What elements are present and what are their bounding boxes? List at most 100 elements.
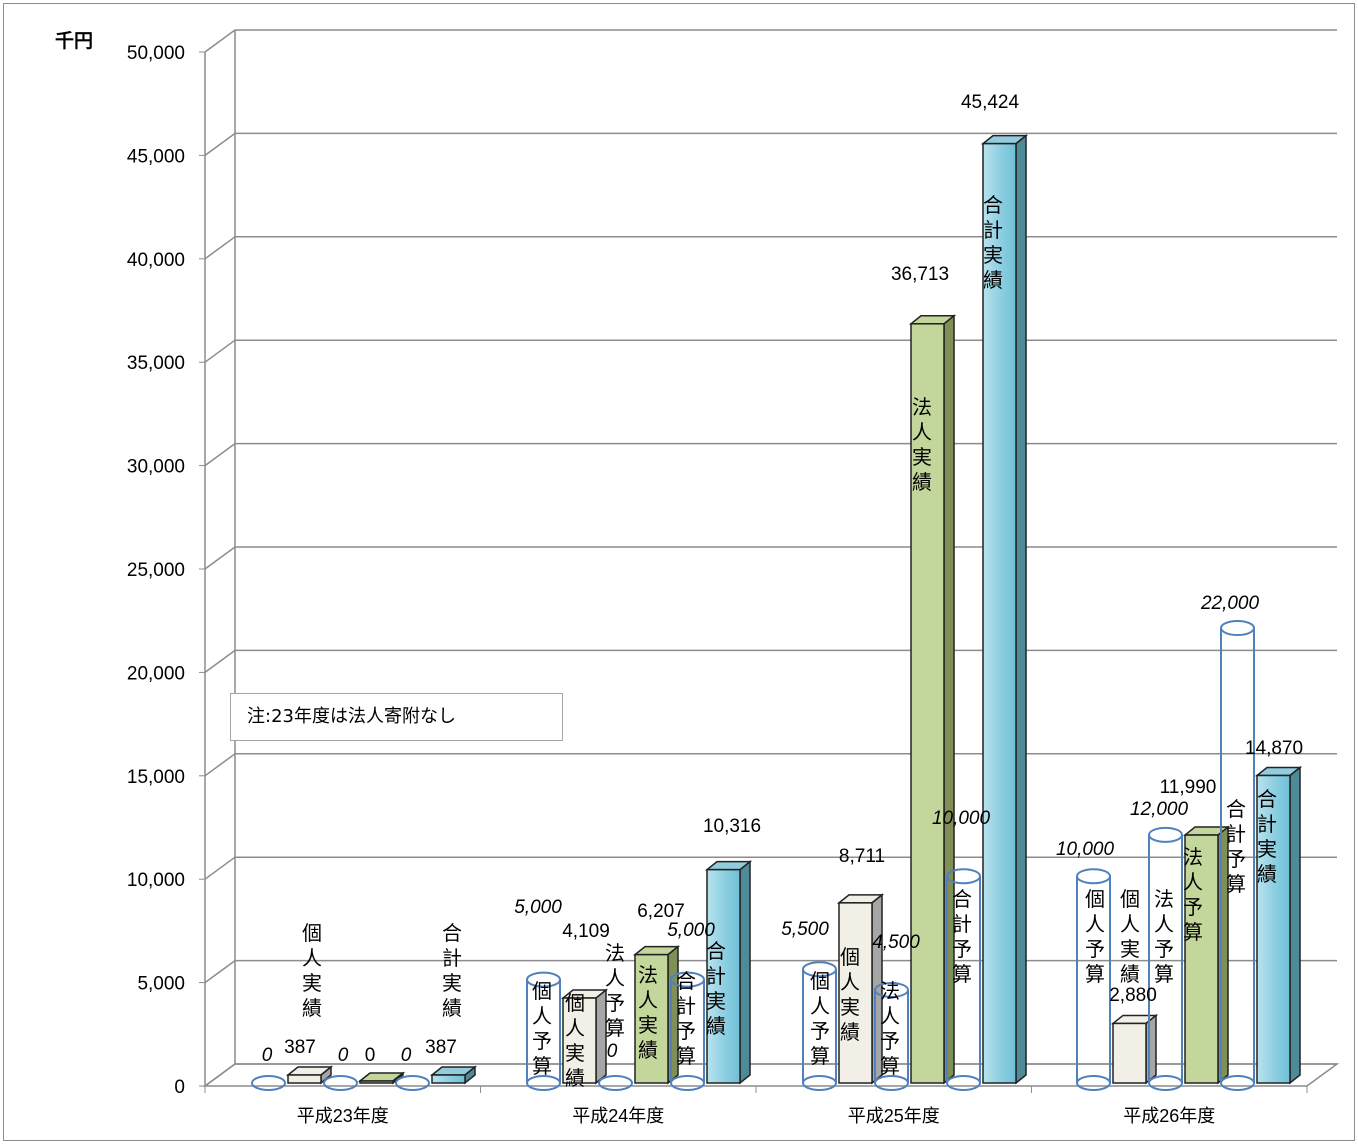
in-bar-label: 計 — [983, 219, 1003, 242]
gridline-depth — [204, 132, 236, 157]
in-bar-label: 績 — [983, 269, 1003, 292]
in-bar-label: 合 — [952, 888, 972, 911]
in-bar-label: 計 — [1257, 813, 1277, 836]
data-label: 4,109 — [562, 921, 610, 942]
in-bar-label: 予 — [532, 1031, 552, 1053]
bar-front — [982, 142, 1017, 1084]
data-label: 387 — [425, 1037, 457, 1058]
budget-cylinder-side — [670, 979, 705, 1083]
in-bar-label: 計 — [1226, 823, 1246, 846]
in-bar-label: 個 — [1120, 888, 1140, 911]
in-bar-label: 人 — [840, 971, 860, 994]
in-bar-label: 算 — [605, 1017, 625, 1040]
bar-front — [634, 953, 669, 1084]
in-bar-label: 算 — [676, 1045, 696, 1068]
bar-side — [1145, 1013, 1157, 1085]
bar-front — [706, 868, 741, 1084]
bar-front — [359, 1080, 394, 1084]
in-bar-label: 合 — [1226, 798, 1246, 821]
in-bar-label: 実 — [706, 990, 726, 1013]
in-bar-label: 計 — [676, 995, 696, 1018]
x-tick-label: 平成23年度 — [297, 1106, 389, 1126]
bar-front — [431, 1074, 466, 1084]
in-bar-label: 績 — [302, 997, 322, 1020]
data-label: 11,990 — [1160, 777, 1217, 798]
budget-cylinder-side — [874, 989, 909, 1083]
in-bar-label: 予 — [880, 1031, 900, 1053]
data-label: 4,500 — [872, 932, 920, 953]
budget-cylinder-base — [1220, 1075, 1255, 1091]
y-tick-label: 0 — [174, 1077, 185, 1098]
gridline-depth — [204, 753, 236, 777]
in-bar-label: 績 — [912, 471, 932, 494]
in-bar-label: 算 — [1183, 921, 1203, 944]
bar-front — [562, 997, 597, 1084]
in-bar-label: 予 — [1085, 939, 1105, 961]
in-bar-label: 実 — [442, 972, 462, 995]
budget-cylinder-top — [526, 971, 561, 988]
in-bar-label: 実 — [638, 1014, 658, 1037]
y-tick-label: 15,000 — [127, 767, 185, 788]
budget-cylinder-base — [395, 1075, 430, 1091]
gridlines — [204, 29, 1337, 1087]
data-label: 8,711 — [839, 846, 885, 867]
in-bar-label: 人 — [1120, 913, 1140, 936]
in-bar-label: 績 — [1120, 963, 1140, 986]
gridline-depth — [204, 649, 236, 674]
budget-cylinder-side — [1220, 628, 1255, 1083]
data-label: 0 — [607, 1041, 618, 1062]
y-tick-label: 25,000 — [127, 560, 185, 581]
data-label: 387 — [284, 1037, 316, 1058]
in-bar-label: 予 — [1226, 849, 1246, 871]
x-tick-label: 平成26年度 — [1123, 1106, 1215, 1126]
data-label: 10,316 — [703, 816, 761, 837]
in-bar-label: 人 — [810, 995, 830, 1018]
in-bar-label: 実 — [912, 446, 932, 469]
in-bar-label: 法 — [605, 942, 625, 965]
in-bar-label: 人 — [565, 1017, 585, 1040]
in-bar-label: 人 — [880, 1005, 900, 1028]
in-bar-label: 実 — [302, 972, 322, 995]
in-bar-label: 合 — [706, 940, 726, 963]
y-tick-label: 45,000 — [127, 146, 185, 167]
bars — [251, 134, 1303, 1091]
data-label: 0 — [365, 1045, 376, 1066]
bar-front — [910, 323, 945, 1084]
in-bar-label: 予 — [605, 993, 625, 1015]
in-bar-label: 実 — [983, 244, 1003, 267]
in-bar-label: 算 — [880, 1055, 900, 1078]
in-bar-label: 個 — [302, 922, 322, 945]
in-bar-label: 計 — [952, 913, 972, 936]
chart-frame — [3, 3, 1355, 1141]
budget-cylinder-top — [874, 981, 909, 998]
in-bar-label: 実 — [840, 996, 860, 1019]
budget-cylinder-side — [946, 876, 981, 1083]
note-textbox: 注:23年度は法人寄附なし — [230, 693, 563, 741]
in-bar-label: 法 — [1183, 846, 1203, 869]
budget-cylinder-base — [874, 1075, 909, 1091]
bar-side — [1289, 765, 1301, 1085]
in-bar-label: 績 — [706, 1015, 726, 1038]
data-label: 5,500 — [781, 919, 829, 940]
floor — [202, 1063, 1340, 1087]
y-tick-label: 5,000 — [137, 974, 185, 995]
budget-cylinder-side — [1148, 834, 1183, 1083]
data-label: 10,000 — [932, 808, 991, 829]
y-tick-label: 35,000 — [127, 353, 185, 374]
budget-cylinder-side — [526, 979, 561, 1083]
in-bar-label: 合 — [676, 970, 696, 993]
y-tick-label: 20,000 — [127, 663, 185, 684]
in-bar-label: 算 — [810, 1045, 830, 1068]
bar-front — [1256, 774, 1291, 1084]
in-bar-label: 個 — [1085, 888, 1105, 911]
budget-cylinder-top — [670, 971, 705, 988]
in-bar-label: 算 — [532, 1055, 552, 1078]
data-label: 12,000 — [1130, 799, 1189, 820]
in-bar-label: 実 — [565, 1042, 585, 1065]
y-tick-label: 10,000 — [127, 870, 185, 891]
budget-cylinder-top — [1148, 826, 1183, 843]
y-tick-label: 40,000 — [127, 250, 185, 271]
in-bar-label: 合 — [442, 922, 462, 945]
